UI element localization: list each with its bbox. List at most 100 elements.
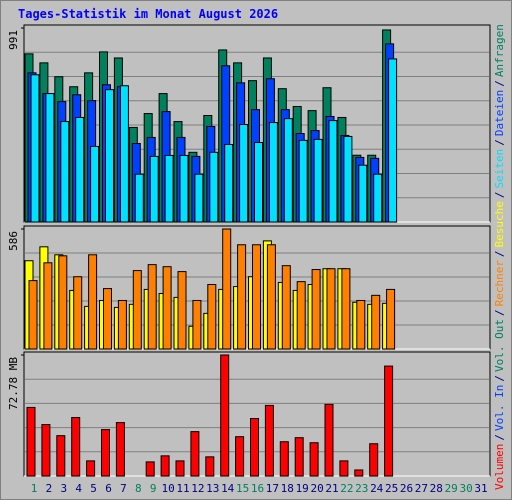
bar [279, 441, 289, 477]
bar [164, 154, 174, 223]
bar [224, 143, 234, 223]
x-tick-label: 22 [340, 482, 353, 495]
bar [252, 244, 261, 350]
legend-separator: / [493, 434, 506, 441]
x-tick-label: 17 [266, 482, 279, 495]
bar [341, 268, 351, 350]
bar [194, 173, 204, 223]
bar [58, 255, 68, 350]
x-tick-label: 4 [75, 482, 82, 495]
legend-separator: / [493, 191, 506, 198]
legend-entry: Vol. Out [493, 319, 506, 372]
bar [192, 299, 202, 350]
y-tick-label: 72.78 MB [7, 357, 20, 410]
bar [311, 269, 321, 350]
bar [56, 435, 66, 477]
x-tick-label: 28 [430, 482, 443, 495]
bar [86, 460, 96, 477]
bar [75, 116, 85, 223]
legend-entry: Rechner [493, 260, 506, 307]
bar [369, 443, 379, 477]
legend-entry: Vol. In [493, 385, 506, 431]
x-tick-label: 18 [281, 482, 294, 495]
bar [294, 437, 304, 477]
x-tick-label: 23 [355, 482, 368, 495]
bar [103, 288, 112, 350]
x-tick-label: 24 [370, 482, 384, 495]
bar [45, 93, 55, 223]
bar [388, 58, 398, 223]
legend-entry: Volumen [493, 444, 506, 490]
bar [298, 139, 308, 223]
bar [119, 85, 129, 223]
x-tick-label: 14 [221, 482, 235, 495]
legend: Volumen / Vol. In / Vol. Out / Rechner / Besuche… [493, 24, 506, 490]
bar [309, 442, 319, 477]
bar [281, 265, 291, 350]
bar [162, 266, 172, 350]
legend-separator: / [493, 309, 506, 316]
x-tick-label: 5 [90, 482, 97, 495]
x-tick-label: 12 [191, 482, 204, 495]
x-tick-label: 7 [120, 482, 127, 495]
bar [354, 469, 364, 477]
bar [179, 154, 189, 223]
bar [264, 404, 274, 477]
bar [105, 89, 114, 223]
bar [283, 118, 293, 223]
bar [101, 429, 110, 477]
x-tick-label: 2 [46, 482, 53, 495]
bar [132, 270, 142, 350]
bar [235, 436, 245, 477]
bar [373, 173, 383, 223]
bar [266, 244, 276, 350]
bar [134, 173, 144, 223]
x-tick-label: 15 [236, 482, 249, 495]
x-tick-label: 26 [400, 482, 413, 495]
legend-separator: / [493, 250, 506, 257]
x-tick-label: 3 [60, 482, 67, 495]
bar [28, 280, 38, 350]
y-tick-label: 991 [7, 30, 20, 50]
bar [313, 138, 323, 223]
legend-separator: / [493, 375, 506, 382]
bar [149, 155, 159, 223]
x-tick-label: 16 [251, 482, 264, 495]
bar [205, 456, 215, 477]
bar [88, 254, 98, 350]
chart-title: Tages-Statistik im Monat August 2026 [18, 7, 278, 21]
x-tick-label: 19 [296, 482, 309, 495]
bar [386, 288, 396, 350]
bar [160, 455, 170, 477]
bar [326, 268, 336, 350]
legend-entry: Seiten [493, 149, 506, 189]
bar [71, 417, 81, 477]
legend-separator: / [493, 139, 506, 146]
bar [356, 299, 366, 350]
x-tick-label: 9 [150, 482, 157, 495]
x-tick-label: 21 [325, 482, 338, 495]
bar [115, 422, 125, 477]
bar [207, 283, 217, 350]
bar [268, 122, 278, 223]
bar [209, 151, 219, 223]
bar [371, 294, 381, 350]
bar [250, 418, 259, 477]
bar [328, 120, 338, 223]
bar [384, 365, 394, 477]
bar [175, 460, 185, 477]
x-tick-label: 31 [474, 482, 487, 495]
bar [239, 124, 249, 223]
x-tick-label: 13 [206, 482, 219, 495]
bar [30, 74, 40, 223]
x-tick-label: 30 [459, 482, 472, 495]
bar [190, 431, 200, 477]
x-tick-label: 25 [385, 482, 398, 495]
bar [41, 424, 51, 477]
legend-entry: Anfragen [493, 24, 506, 77]
bar [145, 461, 155, 477]
bar [296, 281, 306, 350]
bar [237, 244, 247, 350]
x-tick-label: 11 [176, 482, 189, 495]
